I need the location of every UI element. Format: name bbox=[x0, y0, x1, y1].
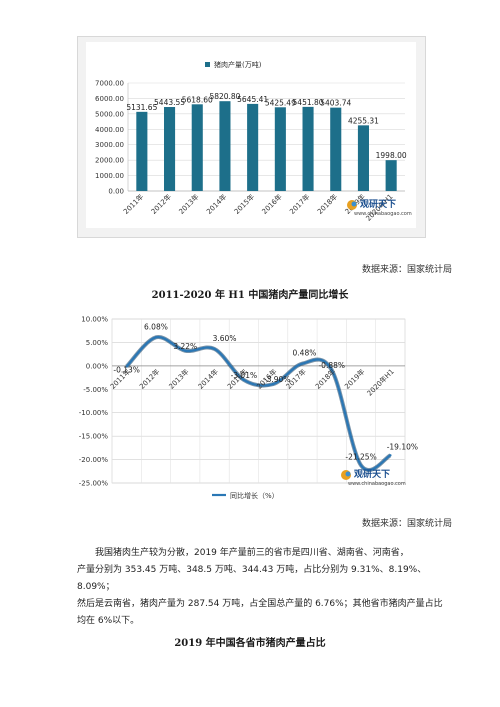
bar-x-tick-label: 2014年 bbox=[204, 192, 228, 216]
bar-x-tick-label: 2011年 bbox=[121, 192, 145, 216]
paragraph-line-4: 均在 6%以下。 bbox=[77, 616, 140, 626]
paragraph-line-1: 我国猪肉生产较为分散，2019 年产量前三的省市是四川省、湖南省、河南省， bbox=[95, 548, 409, 558]
bar-y-tick-label: 4000.00 bbox=[95, 126, 124, 134]
line-y-tick-label: -20.00% bbox=[79, 456, 109, 464]
paragraph-line-2: 产量分别为 353.45 万吨、348.5 万吨、344.43 万吨，占比分别为… bbox=[77, 565, 427, 592]
bar bbox=[274, 107, 286, 191]
line-value-label: 3.22% bbox=[173, 342, 197, 351]
bar bbox=[357, 125, 369, 191]
line-point bbox=[301, 362, 304, 365]
bar bbox=[136, 111, 148, 191]
bar-value-label: 5645.41 bbox=[237, 95, 268, 104]
bar-y-tick-label: 5000.00 bbox=[95, 110, 124, 118]
watermark-url: www.chinabaogao.com bbox=[348, 481, 406, 487]
line-value-label: -3.01% bbox=[231, 371, 258, 380]
body-paragraph: 我国猪肉生产较为分散，2019 年产量前三的省市是四川省、湖南省、河南省， 产量… bbox=[77, 545, 457, 630]
line-point bbox=[125, 365, 128, 368]
line-value-label: 3.60% bbox=[213, 334, 237, 343]
line-y-tick-label: -10.00% bbox=[79, 409, 109, 417]
line-legend-label: 同比增长（%） bbox=[230, 491, 279, 500]
bar-legend: 猪肉产量(万吨) bbox=[205, 60, 262, 69]
bar-y-tick-label: 7000.00 bbox=[95, 80, 124, 88]
bar bbox=[330, 107, 342, 191]
bar-y-tick-label: 0.00 bbox=[108, 188, 124, 196]
line-value-label: -0.88% bbox=[318, 361, 345, 370]
line-point bbox=[184, 349, 187, 352]
bar-legend-label: 猪肉产量(万吨) bbox=[214, 60, 262, 69]
line-value-label: -21.25% bbox=[345, 452, 376, 461]
bar-value-label: 5618.60 bbox=[182, 95, 213, 104]
source-note-2: 数据来源：国家统计局 bbox=[361, 519, 452, 529]
bar-x-tick-label: 2012年 bbox=[149, 192, 173, 216]
bar-value-label: 5443.55 bbox=[154, 98, 185, 107]
bar-x-tick-label: 2018年 bbox=[315, 192, 339, 216]
bar-value-label: 5425.49 bbox=[265, 98, 296, 107]
line-chart: 10.00% 5.00% 0.00% -5.00% -10.00% -15.00% -20.… bbox=[79, 316, 418, 501]
line-y-tick-label: 0.00% bbox=[86, 362, 109, 370]
line-y-tick-label: 10.00% bbox=[81, 316, 108, 324]
line-point bbox=[271, 382, 275, 386]
bar-legend-swatch bbox=[205, 62, 210, 67]
watermark-globe-accent-icon bbox=[351, 201, 357, 207]
watermark-globe-accent-icon bbox=[345, 471, 351, 477]
chart3-caption: 2019 年中国各省市猪肉产量占比 bbox=[174, 638, 326, 649]
line-value-label: 6.08% bbox=[144, 322, 168, 331]
line-y-tick-label: 5.00% bbox=[86, 339, 109, 347]
bar-y-tick-label: 2000.00 bbox=[95, 157, 124, 165]
bar-value-label: 5820.80 bbox=[209, 92, 240, 101]
bar-y-tick-label: 3000.00 bbox=[95, 141, 124, 149]
paragraph-line-3: 然后是云南省，猪肉产量为 287.54 万吨，占全国总产量的 6.76%；其他省… bbox=[77, 599, 443, 609]
bar bbox=[191, 104, 203, 191]
line-series bbox=[125, 336, 391, 472]
line-y-tick-label: -15.00% bbox=[79, 433, 109, 441]
bar-x-tick-label: 2013年 bbox=[177, 192, 201, 216]
bar-value-label: 1998.00 bbox=[376, 151, 407, 160]
chart2-caption: 2011-2020 年 H1 中国猪肉产量同比增长 bbox=[151, 290, 349, 301]
line-value-label: 0.48% bbox=[293, 349, 317, 358]
bar-x-tick-label: 2015年 bbox=[232, 192, 256, 216]
line-legend: 同比增长（%） bbox=[212, 491, 279, 500]
line-point bbox=[154, 336, 158, 339]
line-point bbox=[389, 454, 392, 457]
bar bbox=[164, 107, 176, 191]
line-value-label: -3.90% bbox=[264, 375, 291, 384]
bar-value-label: 5403.74 bbox=[320, 99, 351, 108]
bar-x-tick-label: 2017年 bbox=[288, 192, 312, 216]
source-note-1: 数据来源：国家统计局 bbox=[361, 265, 452, 275]
bar bbox=[385, 160, 397, 191]
line-point bbox=[359, 464, 363, 467]
bar bbox=[302, 106, 314, 191]
line-value-label: -19.10% bbox=[387, 442, 418, 451]
bar-y-tick-label: 1000.00 bbox=[95, 172, 124, 180]
bar bbox=[247, 103, 259, 191]
line-y-tick-label: -5.00% bbox=[83, 386, 108, 394]
bar-value-label: 4255.31 bbox=[348, 116, 379, 125]
line-point bbox=[242, 378, 246, 382]
bar-x-tick-label: 2016年 bbox=[260, 192, 284, 216]
bar-y-tick-label: 6000.00 bbox=[95, 95, 124, 103]
line-value-label: -0.13% bbox=[113, 365, 140, 374]
watermark-brand: 观研天下 bbox=[354, 469, 390, 480]
watermark-url: www.chinabaogao.com bbox=[354, 211, 412, 217]
line-point bbox=[213, 347, 216, 351]
bar bbox=[219, 101, 231, 191]
line-y-tick-label: -25.00% bbox=[79, 480, 109, 488]
watermark-brand: 观研天下 bbox=[360, 199, 396, 210]
bar-value-label: 5451.80 bbox=[293, 98, 324, 107]
line-point bbox=[330, 368, 333, 372]
bar-chart: 猪肉产量(万吨) 0.00 1000.00 2000.00 3000.00 4000.00… bbox=[95, 60, 412, 223]
bar-value-label: 5131.65 bbox=[126, 103, 157, 112]
